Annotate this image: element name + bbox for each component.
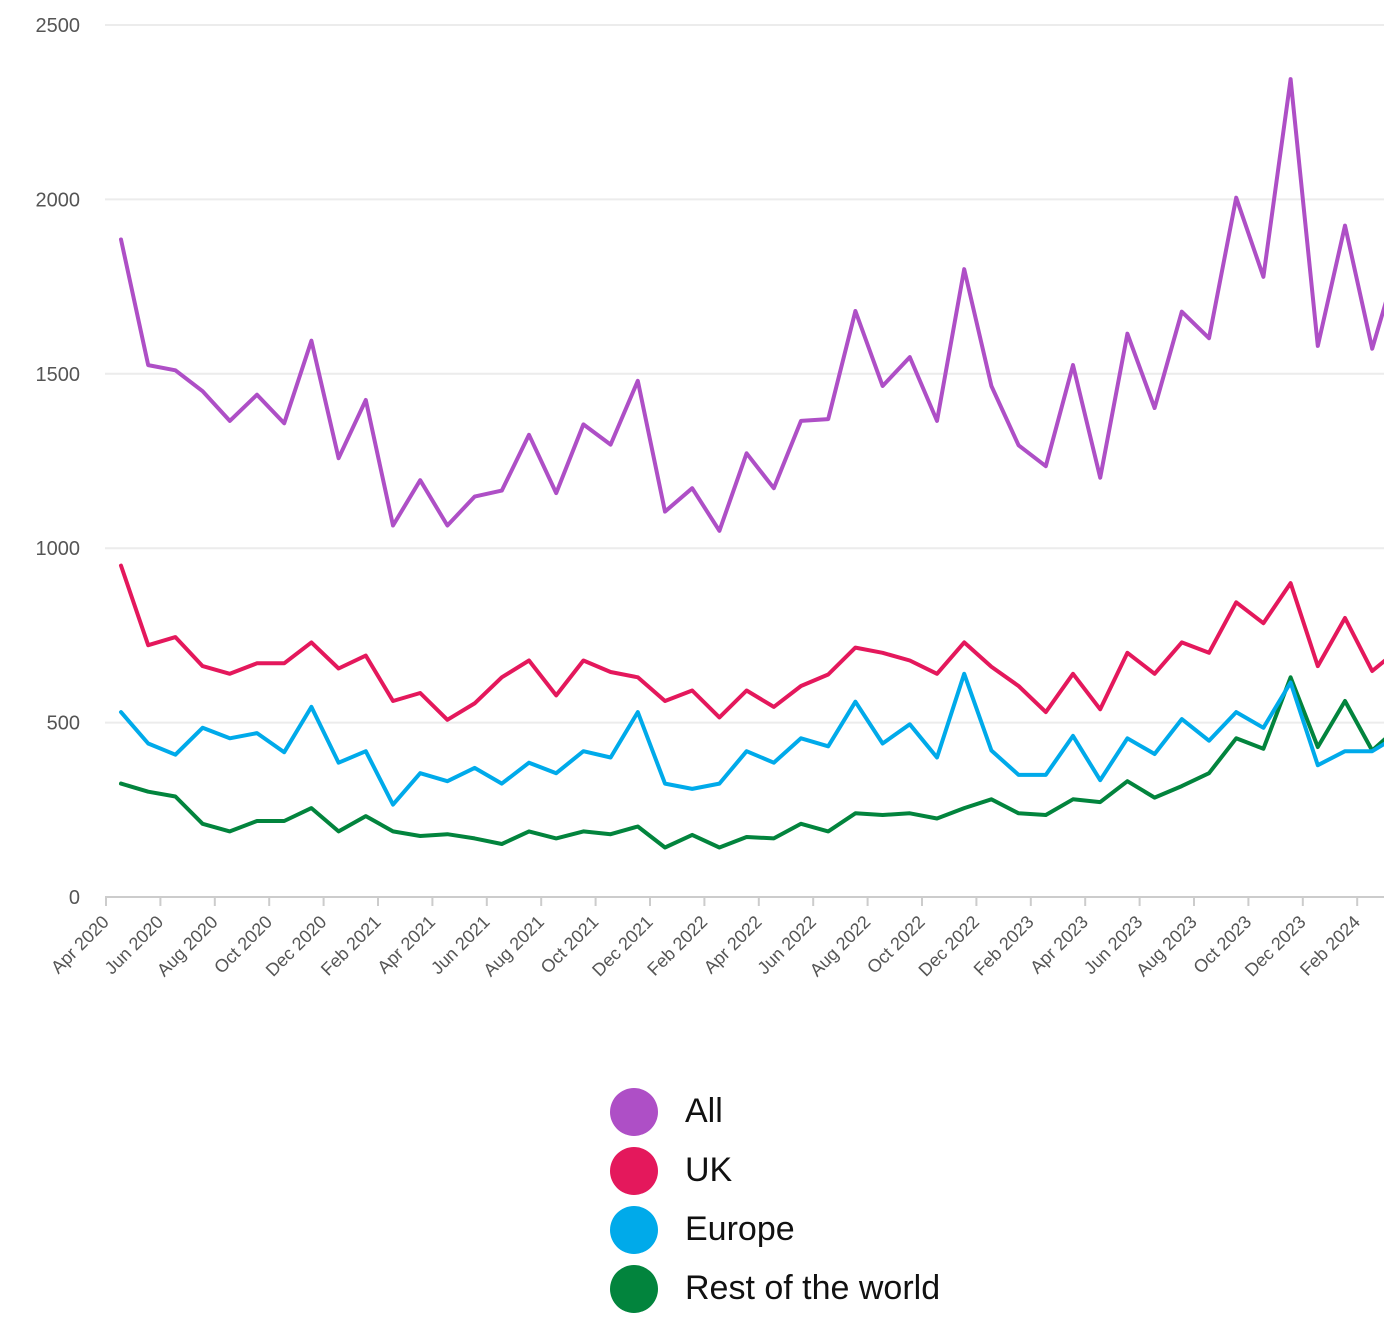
legend-swatch-all bbox=[610, 1087, 658, 1136]
legend-item-europe[interactable]: Europe bbox=[610, 1200, 940, 1259]
legend-label-uk: UK bbox=[685, 1151, 733, 1189]
legend-label-europe: Europe bbox=[685, 1210, 795, 1248]
legend-item-all[interactable]: All bbox=[610, 1082, 940, 1141]
y-tick-label-2500: 2500 bbox=[36, 15, 81, 37]
y-tick-label-0: 0 bbox=[69, 887, 80, 909]
legend-swatch-rest-of-the-world bbox=[610, 1264, 658, 1313]
legend: All UK Europe Rest of the world bbox=[610, 1082, 940, 1318]
legend-item-rest-of-the-world[interactable]: Rest of the world bbox=[610, 1259, 940, 1318]
legend-label-all: All bbox=[685, 1092, 723, 1130]
x-tick-label-feb-2023: Feb 2023 bbox=[970, 912, 1038, 980]
x-tick-label-feb-2022: Feb 2022 bbox=[643, 912, 711, 980]
legend-swatch-uk bbox=[610, 1146, 658, 1195]
y-axis: 0 500 1000 1500 2000 2500 bbox=[36, 15, 81, 909]
y-tick-label-1000: 1000 bbox=[36, 538, 81, 560]
y-tick-label-1500: 1500 bbox=[36, 364, 81, 386]
y-tick-label-500: 500 bbox=[47, 713, 80, 735]
series-line-europe bbox=[119, 671, 1384, 807]
legend-label-rest-of-the-world: Rest of the world bbox=[685, 1269, 941, 1307]
series-lines bbox=[119, 77, 1384, 850]
series-line-uk bbox=[119, 563, 1384, 722]
legend-swatch-europe bbox=[610, 1205, 658, 1254]
y-tick-label-2000: 2000 bbox=[36, 189, 81, 211]
legend-item-uk[interactable]: UK bbox=[610, 1141, 940, 1200]
gridlines bbox=[105, 24, 1384, 724]
series-line-all bbox=[119, 77, 1384, 533]
x-tick-label-feb-2021: Feb 2021 bbox=[317, 912, 385, 980]
x-tick-label-feb-2024: Feb 2024 bbox=[1296, 912, 1364, 980]
series-line-rest-of-the-world bbox=[119, 675, 1384, 850]
